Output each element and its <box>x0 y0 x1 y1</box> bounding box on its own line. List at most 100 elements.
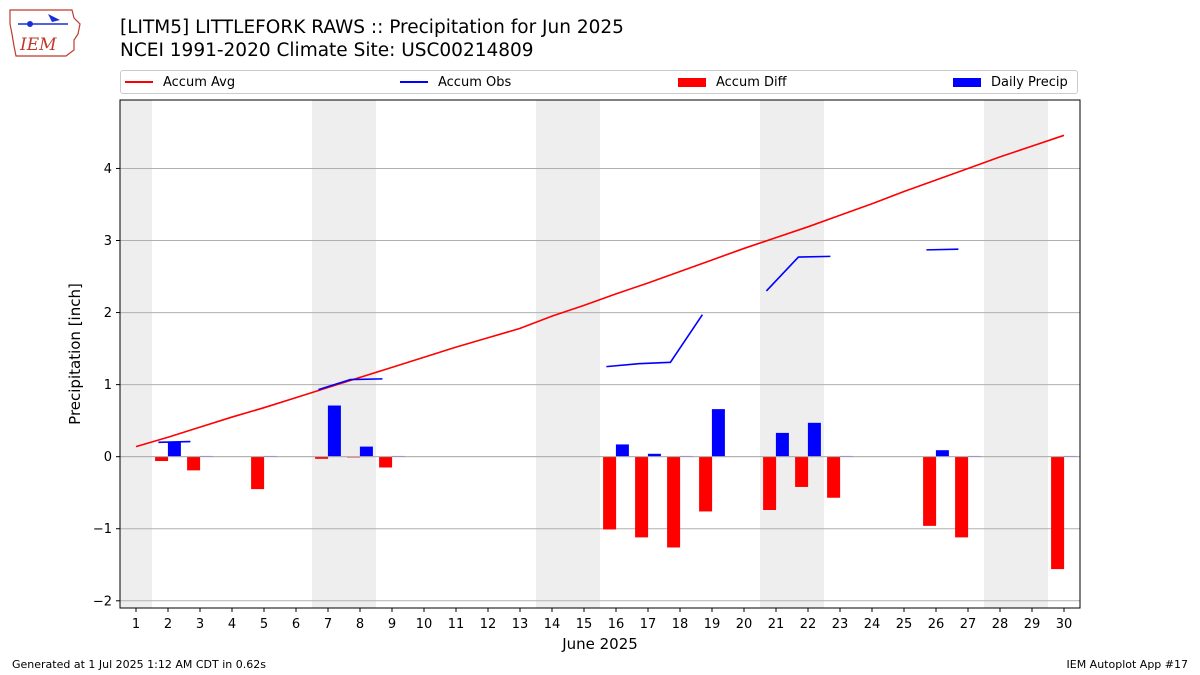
accum-diff-bar <box>955 456 969 538</box>
accum-diff-bar <box>187 456 201 471</box>
plot-frame <box>119 99 1081 609</box>
legend-item-daily-precip: Daily Precip <box>953 74 1068 90</box>
accum-obs-line <box>765 255 831 292</box>
daily-precip-bar <box>711 409 725 457</box>
weekend-shade <box>120 100 152 608</box>
x-tick-label: 1 <box>132 617 140 632</box>
daily-precip-bar <box>935 450 949 457</box>
x-tick-label: 17 <box>640 617 657 632</box>
y-tick-label: −1 <box>93 522 112 537</box>
legend-label: Accum Avg <box>163 74 236 90</box>
x-tick-label: 11 <box>448 617 465 632</box>
daily-precip-bar <box>391 455 405 457</box>
accum-diff-bar <box>315 456 329 459</box>
legend-swatch <box>125 81 153 83</box>
daily-precip-bar <box>615 444 629 457</box>
daily-precip-bar <box>359 446 373 457</box>
iowa-outline-icon <box>9 9 81 57</box>
x-tick-label: 5 <box>260 617 268 632</box>
accum-obs-line <box>926 248 959 251</box>
accum-obs-line <box>318 378 383 391</box>
daily-precip-bar <box>647 453 661 457</box>
x-tick-label: 24 <box>864 617 881 632</box>
x-tick-label: 6 <box>292 617 300 632</box>
x-tick-label: 28 <box>992 617 1009 632</box>
legend-swatch <box>953 77 981 87</box>
x-tick-label: 13 <box>512 617 529 632</box>
iem-logo-text: IEM <box>19 35 57 55</box>
daily-precip-bar <box>807 422 821 457</box>
legend-label: Accum Diff <box>716 74 787 90</box>
accum-diff-bar <box>379 456 393 468</box>
x-tick-label: 12 <box>480 617 497 632</box>
accum-diff-bar <box>667 456 681 548</box>
footer-app: IEM Autoplot App #17 <box>1066 658 1189 671</box>
x-tick-label: 30 <box>1056 617 1073 632</box>
chart-legend: Accum Avg Accum Obs Accum Diff Daily Pre… <box>120 70 1078 94</box>
accum-diff-bar <box>603 456 617 530</box>
x-axis-label: June 2025 <box>561 635 638 653</box>
weekend-shade <box>760 100 824 608</box>
y-tick-label: −2 <box>93 594 112 609</box>
accum-diff-bar <box>251 456 265 490</box>
legend-label: Accum Obs <box>438 74 512 90</box>
daily-precip-bar <box>263 455 277 457</box>
x-tick-label: 2 <box>164 617 172 632</box>
y-tick-label: 0 <box>104 450 112 465</box>
x-tick-label: 26 <box>928 617 945 632</box>
y-tick-label: 3 <box>104 234 112 249</box>
accum-diff-bar <box>923 456 937 526</box>
x-tick-label: 23 <box>832 617 849 632</box>
daily-precip-bar <box>327 405 341 457</box>
accum-diff-bar <box>347 456 361 458</box>
legend-item-accum-obs: Accum Obs <box>400 74 511 90</box>
legend-label: Daily Precip <box>991 74 1068 90</box>
daily-precip-bar <box>679 455 693 457</box>
daily-precip-bar <box>167 441 181 457</box>
x-tick-label: 10 <box>416 617 433 632</box>
y-tick-label: 2 <box>104 306 112 321</box>
x-tick-label: 7 <box>324 617 332 632</box>
daily-precip-bar <box>199 455 213 457</box>
accum-avg-line <box>135 134 1065 448</box>
daily-precip-bar <box>967 455 981 457</box>
weekend-shade <box>536 100 600 608</box>
x-tick-label: 27 <box>960 617 977 632</box>
x-tick-label: 8 <box>356 617 364 632</box>
legend-swatch <box>678 77 706 87</box>
y-axis-label: Precipitation [inch] <box>66 283 84 425</box>
y-tick-label: 4 <box>104 162 112 177</box>
x-tick-label: 16 <box>608 617 625 632</box>
legend-item-accum-avg: Accum Avg <box>125 74 235 90</box>
x-tick-label: 29 <box>1024 617 1041 632</box>
footer-generated: Generated at 1 Jul 2025 1:12 AM CDT in 0… <box>12 658 266 671</box>
x-tick-label: 25 <box>896 617 913 632</box>
accum-diff-bar <box>795 456 809 487</box>
accum-diff-bar <box>155 456 169 462</box>
accum-diff-bar <box>827 456 841 498</box>
x-tick-label: 21 <box>768 617 785 632</box>
legend-swatch <box>400 81 428 83</box>
daily-precip-bar <box>775 432 789 457</box>
chart-title-line2: NCEI 1991-2020 Climate Site: USC00214809 <box>120 40 534 61</box>
x-tick-label: 22 <box>800 617 817 632</box>
chart-title: [LITM5] LITTLEFORK RAWS :: Precipitation… <box>120 16 624 62</box>
x-tick-label: 18 <box>672 617 689 632</box>
x-tick-label: 15 <box>576 617 593 632</box>
iem-logo: IEM <box>9 9 81 57</box>
accum-obs-line <box>606 314 704 368</box>
accum-diff-bar <box>635 456 649 538</box>
chart-title-line1: [LITM5] LITTLEFORK RAWS :: Precipitation… <box>120 17 624 38</box>
accum-diff-bar <box>763 456 777 511</box>
accum-diff-bar <box>699 456 713 512</box>
x-tick-label: 19 <box>704 617 721 632</box>
accum-diff-bar <box>1051 456 1065 570</box>
x-tick-label: 9 <box>388 617 396 632</box>
x-tick-label: 20 <box>736 617 753 632</box>
weekend-shade <box>312 100 376 608</box>
x-tick-label: 4 <box>228 617 236 632</box>
y-tick-label: 1 <box>104 378 112 393</box>
legend-item-accum-diff: Accum Diff <box>678 74 787 90</box>
daily-precip-bar <box>1063 455 1077 457</box>
